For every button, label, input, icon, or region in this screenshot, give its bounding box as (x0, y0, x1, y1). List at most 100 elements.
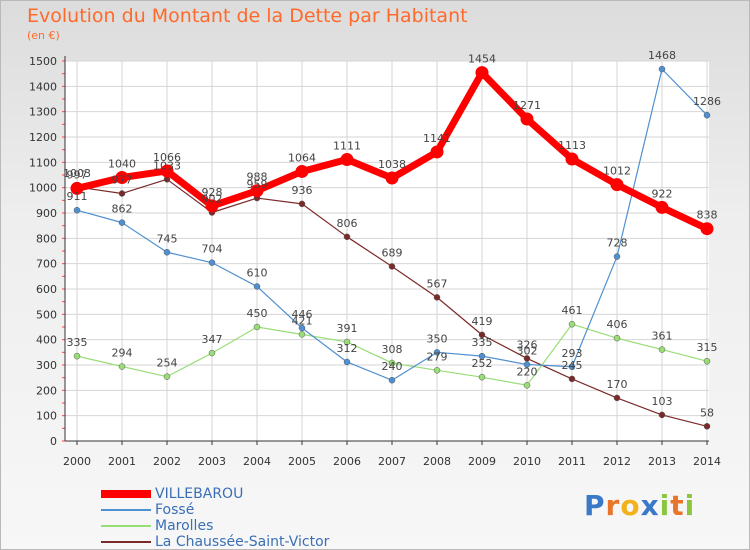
data-point (208, 259, 216, 266)
data-label: 240 (382, 360, 403, 373)
x-tick-label: 2007 (378, 455, 406, 468)
data-label: 446 (292, 308, 313, 321)
data-point (385, 171, 399, 185)
data-point (388, 359, 396, 367)
data-label: 1111 (333, 140, 361, 153)
data-label: 1286 (693, 95, 721, 108)
data-point (73, 352, 81, 360)
data-label: 838 (697, 209, 718, 222)
y-tick-label: 200 (36, 384, 57, 397)
data-point (433, 294, 441, 301)
data-label: 1141 (423, 132, 451, 145)
data-point (118, 219, 126, 226)
x-tick-label: 2001 (108, 455, 136, 468)
data-label: 308 (382, 343, 403, 356)
data-label: 421 (292, 314, 313, 327)
data-point (295, 164, 309, 178)
data-label: 391 (337, 322, 358, 335)
data-label: 220 (517, 365, 538, 378)
data-point (613, 334, 621, 342)
data-point (565, 152, 579, 166)
data-point (523, 382, 531, 389)
data-label: 902 (202, 192, 223, 205)
legend-item: Fossé (101, 502, 329, 518)
legend-label: La Chaussée-Saint-Victor (155, 534, 330, 550)
data-label: 103 (652, 395, 673, 408)
data-label: 977 (112, 173, 133, 186)
data-label: 936 (292, 184, 313, 197)
y-tick-label: 1500 (29, 55, 57, 68)
data-label: 704 (202, 243, 223, 256)
legend-label: VILLEBAROU (155, 486, 244, 502)
chart-title: Evolution du Montant de la Dette par Hab… (27, 5, 468, 27)
y-tick-label: 600 (36, 283, 57, 296)
data-point (658, 411, 666, 419)
y-tick-label: 1100 (29, 156, 57, 169)
data-label: 347 (202, 333, 223, 346)
data-point (115, 171, 129, 185)
data-label: 58 (700, 406, 714, 419)
data-label: 312 (337, 342, 358, 355)
data-label: 252 (472, 357, 493, 370)
y-tick-label: 300 (36, 359, 57, 372)
data-label: 1468 (648, 49, 676, 62)
data-point (298, 324, 306, 332)
legend-item: VILLEBAROU (101, 486, 329, 502)
legend: VILLEBAROU Fossé Marolles La Chaussée-Saint… (101, 486, 329, 550)
data-label: 315 (697, 341, 718, 354)
y-tick-label: 1300 (29, 106, 57, 119)
data-point (568, 320, 576, 328)
data-label: 1066 (153, 151, 181, 164)
y-tick-label: 1400 (29, 80, 57, 93)
legend-swatch (101, 541, 151, 543)
y-tick-label: 800 (36, 232, 57, 245)
data-point (475, 66, 489, 80)
y-tick-label: 1000 (29, 182, 57, 195)
data-point (703, 357, 711, 365)
y-tick-label: 900 (36, 207, 57, 220)
data-label: 170 (607, 378, 628, 391)
data-label: 862 (112, 203, 133, 216)
data-label: 335 (472, 336, 493, 349)
logo-letter: x (640, 489, 660, 522)
logo-letter: t (670, 489, 685, 522)
data-point (163, 249, 171, 256)
logo-letter: i (659, 489, 671, 522)
x-tick-label: 2013 (648, 455, 676, 468)
legend-swatch (101, 525, 151, 527)
data-label: 567 (427, 277, 448, 290)
data-point (610, 178, 624, 192)
data-label: 1271 (513, 99, 541, 112)
y-tick-label: 0 (50, 435, 57, 448)
data-point (250, 184, 264, 198)
data-label: 1012 (603, 165, 631, 178)
data-label: 1064 (288, 151, 316, 164)
data-point (613, 394, 621, 402)
data-label: 461 (562, 304, 583, 317)
data-label: 1038 (378, 158, 406, 171)
y-tick-label: 400 (36, 334, 57, 347)
data-label: 959 (247, 178, 268, 191)
chart-subtitle: (en €) (27, 29, 60, 42)
x-tick-label: 2011 (558, 455, 586, 468)
data-point (340, 153, 354, 167)
data-point (343, 358, 351, 366)
logo-letter: P (584, 489, 606, 522)
data-point (388, 376, 396, 384)
data-label: 361 (652, 330, 673, 343)
data-label: 997 (67, 168, 88, 181)
x-tick-label: 2004 (243, 455, 271, 468)
data-point (658, 346, 666, 353)
x-tick-label: 2010 (513, 455, 541, 468)
proxiti-logo: Proxiti (584, 489, 695, 522)
data-point (568, 375, 576, 383)
data-point (160, 164, 174, 178)
data-point (703, 423, 711, 430)
data-point (298, 331, 306, 338)
data-point (613, 253, 621, 260)
data-point (703, 111, 711, 119)
data-point (430, 145, 444, 159)
legend-swatch (101, 490, 151, 498)
data-point (118, 190, 126, 197)
